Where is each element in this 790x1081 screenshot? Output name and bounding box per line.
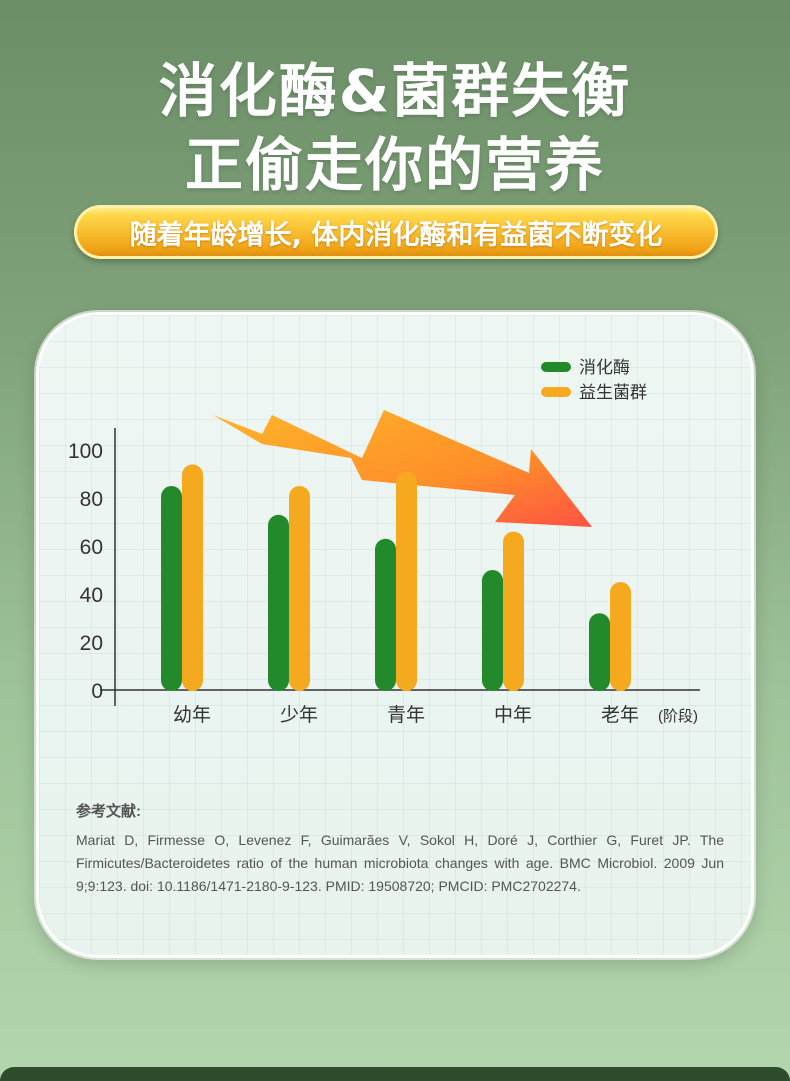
bar-enzyme [268, 514, 289, 691]
references: 参考文献: Mariat D, Firmesse O, Levenez F, G… [76, 800, 724, 898]
y-tick-label: 40 [80, 584, 103, 607]
x-category-label: 少年 [280, 704, 318, 726]
x-category-label: 老年 [601, 704, 639, 726]
x-unit-label: (阶段) [658, 708, 698, 725]
banner-text: 随着年龄增长, 体内消化酶和有益菌不断变化 [129, 219, 663, 251]
y-tick-label: 20 [80, 632, 103, 655]
references-text: Mariat D, Firmesse O, Levenez F, Guimarã… [76, 832, 724, 894]
x-category-label: 幼年 [173, 704, 211, 726]
y-tick-label: 80 [80, 488, 103, 511]
headline-line-1: 消化酶&菌群失衡 [158, 57, 632, 125]
bar-enzyme [161, 486, 182, 691]
legend-swatch [541, 387, 571, 397]
bar-probiotic [610, 582, 631, 691]
bar-enzyme [589, 613, 610, 691]
trend-arrow-icon [213, 410, 592, 527]
x-category-label: 青年 [387, 704, 425, 726]
headline-line-2: 正偷走你的营养 [184, 131, 605, 199]
bar-probiotic [289, 486, 310, 691]
bottom-edge [0, 1067, 790, 1081]
y-tick-label: 100 [68, 440, 103, 463]
banner-pill: 随着年龄增长, 体内消化酶和有益菌不断变化 [74, 205, 718, 259]
x-category-label: 中年 [494, 704, 532, 726]
references-title: 参考文献: [76, 803, 141, 820]
bar-enzyme [482, 570, 503, 691]
bar-probiotic [182, 464, 203, 691]
y-tick-label: 0 [91, 680, 103, 703]
y-tick-label: 60 [80, 536, 103, 559]
legend-swatch [541, 362, 571, 372]
bar-enzyme [375, 538, 396, 691]
bar-probiotic [396, 471, 417, 691]
bar-probiotic [503, 531, 524, 691]
legend-label: 益生菌群 [579, 383, 647, 402]
legend-label: 消化酶 [579, 358, 630, 377]
